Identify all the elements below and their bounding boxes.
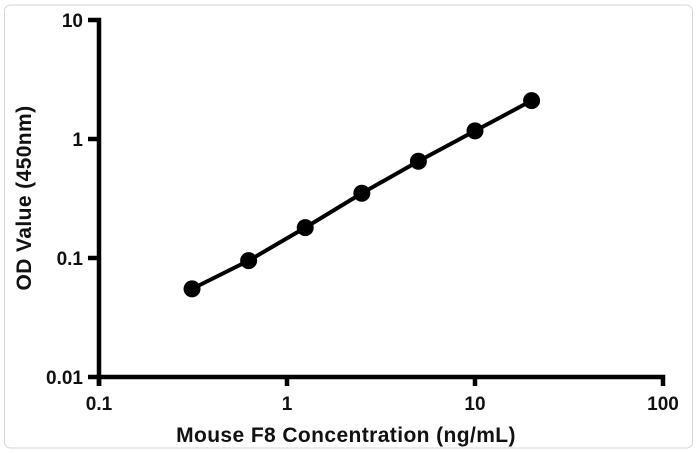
data-series xyxy=(183,92,541,298)
y-tick-label: 1 xyxy=(72,130,83,151)
figure-border xyxy=(4,4,693,449)
y-tick-label: 0.01 xyxy=(46,368,83,389)
data-point xyxy=(240,252,258,270)
data-point xyxy=(296,219,314,237)
x-tick-label: 0.1 xyxy=(86,394,113,415)
y-axis-title: OD Value (450nm) xyxy=(13,106,36,291)
x-tick-label: 10 xyxy=(464,394,485,415)
data-point xyxy=(353,184,371,202)
data-point xyxy=(466,122,484,140)
x-tick-label: 1 xyxy=(282,394,293,415)
y-tick-label: 10 xyxy=(62,11,83,32)
data-point xyxy=(183,280,201,298)
data-point xyxy=(523,92,541,110)
data-point xyxy=(409,152,427,170)
y-tick-label: 0.1 xyxy=(57,249,84,270)
x-axis-title: Mouse F8 Concentration (ng/mL) xyxy=(176,424,516,447)
x-tick-label: 100 xyxy=(647,394,679,415)
